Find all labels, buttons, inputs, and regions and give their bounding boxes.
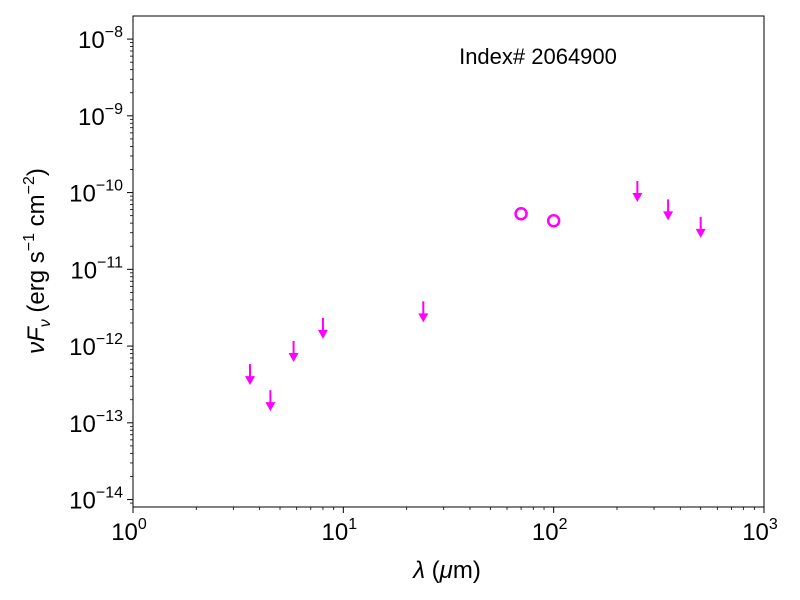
y-axis-label-open: (erg s (23, 251, 50, 319)
upper-limit-arrowhead (663, 211, 674, 221)
y-tick-base: 10 (70, 257, 97, 284)
upper-limit-point (245, 364, 256, 386)
y-axis-label-mid: cm (23, 194, 50, 233)
index-annotation: Index# 2064900 (459, 44, 617, 69)
upper-limit-arrowhead (317, 329, 328, 339)
x-axis-label-unit: m) (453, 557, 481, 584)
plot-area (132, 15, 765, 508)
y-axis-label-nu: ν (23, 342, 50, 354)
y-tick-base: 10 (78, 27, 105, 54)
x-axis-label: λ (μm) (411, 557, 481, 584)
ticks-layer: 100 101 102 10310−1410−1310−1210−1110−1010−… (69, 24, 778, 546)
y-tick-base: 10 (69, 334, 96, 361)
x-tick-label: 103 (742, 516, 778, 546)
y-tick-exp: −13 (96, 408, 123, 425)
y-tick-exp: −9 (105, 101, 123, 118)
marks-layer (245, 181, 706, 412)
y-axis-label-exp2: −2 (21, 176, 38, 194)
detection-point (514, 206, 528, 221)
x-tick-base: 10 (111, 519, 138, 546)
y-tick-base: 10 (69, 181, 96, 208)
x-tick-base: 10 (322, 519, 349, 546)
x-axis-label-mu: μ (439, 557, 453, 584)
y-axis-label-f: F (23, 326, 50, 342)
upper-limit-arrowhead (245, 376, 256, 386)
upper-limit-arrowhead (265, 402, 276, 412)
y-tick-label: 10−8 (78, 24, 123, 54)
upper-limit-arrowhead (632, 193, 643, 203)
x-tick-label: 101 (322, 516, 358, 546)
x-axis-label-open: ( (425, 557, 440, 584)
y-tick-base: 10 (69, 411, 96, 438)
x-tick-exp: 3 (769, 516, 778, 533)
upper-limit-point (663, 199, 674, 221)
upper-limit-arrowhead (418, 313, 429, 323)
upper-limit-arrowhead (695, 228, 706, 238)
upper-limit-arrowhead (288, 352, 299, 362)
upper-limit-point (265, 390, 276, 412)
upper-limit-point (632, 181, 643, 203)
y-tick-exp: −14 (96, 485, 123, 502)
x-tick-base: 10 (742, 519, 769, 546)
x-tick-exp: 1 (348, 516, 357, 533)
y-axis-label-close: ) (23, 168, 50, 176)
y-tick-exp: −8 (105, 24, 123, 41)
upper-limit-point (418, 301, 429, 323)
upper-limit-point (317, 317, 328, 339)
upper-limit-point (695, 216, 706, 238)
y-tick-base: 10 (69, 488, 96, 515)
x-axis-label-symbol: λ (411, 557, 425, 584)
detection-point (546, 213, 561, 228)
y-tick-label: 10−11 (70, 254, 123, 284)
upper-limit-point (288, 340, 299, 362)
y-tick-label: 10−14 (69, 485, 123, 515)
y-tick-label: 10−9 (78, 101, 123, 131)
y-tick-label: 10−10 (69, 178, 123, 208)
y-tick-base: 10 (78, 104, 105, 131)
y-tick-exp: −12 (96, 331, 123, 348)
y-axis-label-exp1: −1 (21, 233, 38, 251)
y-tick-label: 10−13 (69, 408, 123, 438)
x-tick-base: 10 (532, 519, 559, 546)
y-tick-label: 10−12 (69, 331, 123, 361)
x-tick-exp: 2 (559, 516, 568, 533)
y-tick-exp: −10 (96, 178, 123, 195)
x-tick-label: 102 (532, 516, 568, 546)
x-tick-label: 100 (111, 516, 147, 546)
y-axis-label: νFν (erg s−1 cm−2) (21, 168, 54, 354)
y-tick-exp: −11 (97, 254, 123, 271)
y-axis-label-sub: ν (37, 319, 54, 327)
x-tick-exp: 0 (138, 516, 147, 533)
